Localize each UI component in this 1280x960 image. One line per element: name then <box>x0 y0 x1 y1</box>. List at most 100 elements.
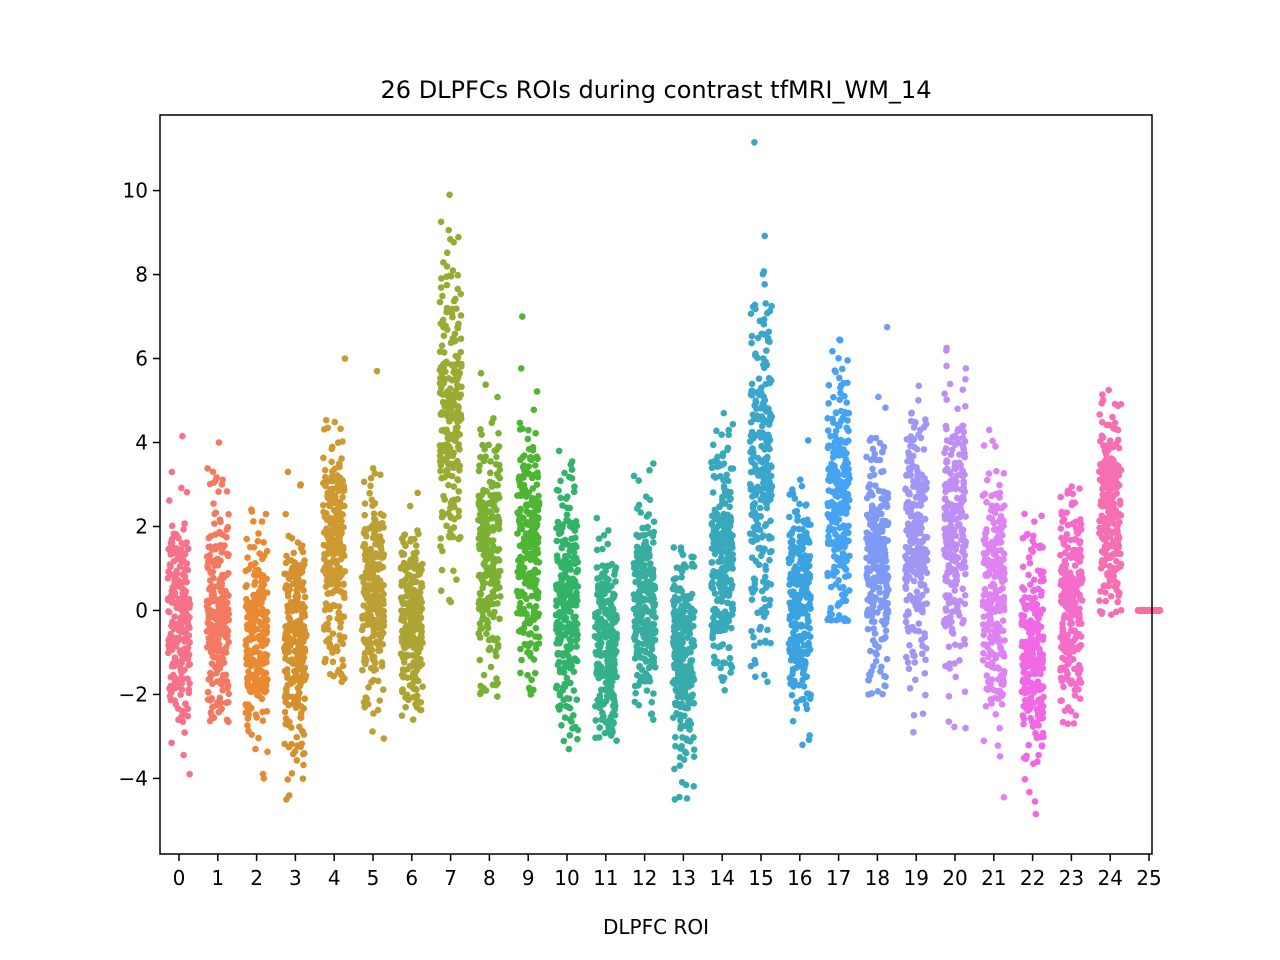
data-point <box>613 737 620 744</box>
data-point <box>726 654 734 662</box>
series-15 <box>746 138 776 686</box>
data-point <box>641 550 648 558</box>
data-point <box>553 602 560 610</box>
data-point <box>532 624 540 632</box>
data-point <box>251 581 258 588</box>
data-point <box>377 542 384 550</box>
data-point <box>181 729 188 736</box>
data-point <box>496 474 504 482</box>
data-point <box>180 571 188 579</box>
data-point <box>670 610 677 617</box>
data-point <box>256 550 263 557</box>
points-layer <box>164 138 1164 818</box>
data-point <box>840 539 847 547</box>
data-point <box>919 608 926 616</box>
data-point <box>300 677 308 684</box>
data-point <box>282 655 289 662</box>
data-point <box>879 690 886 698</box>
data-point <box>483 544 491 552</box>
data-point <box>801 519 809 527</box>
data-point <box>212 646 219 654</box>
data-point <box>329 658 337 666</box>
data-point <box>920 446 928 453</box>
data-point <box>454 409 462 416</box>
data-point <box>417 698 425 706</box>
data-point <box>223 550 231 558</box>
data-point <box>454 359 462 367</box>
data-point <box>559 521 567 528</box>
data-point <box>211 614 219 622</box>
series-11 <box>591 514 620 744</box>
data-point <box>882 673 889 681</box>
data-point <box>323 525 330 532</box>
data-point <box>683 795 691 802</box>
data-point <box>515 476 523 483</box>
data-point <box>565 624 573 631</box>
data-point <box>369 728 376 735</box>
data-point <box>203 643 211 651</box>
data-point <box>748 380 756 388</box>
data-point <box>530 609 538 617</box>
data-point <box>533 481 541 488</box>
data-point <box>185 686 193 693</box>
data-point <box>710 620 718 627</box>
data-point <box>690 746 698 753</box>
data-point <box>436 348 444 356</box>
data-point <box>328 566 335 573</box>
data-point <box>494 556 502 563</box>
data-point <box>337 624 344 631</box>
data-point <box>714 596 722 604</box>
data-point <box>670 714 677 721</box>
data-point <box>606 640 614 647</box>
data-point <box>568 474 576 482</box>
data-point <box>865 676 872 684</box>
data-point <box>520 463 528 471</box>
data-point <box>217 588 225 595</box>
data-point <box>301 648 309 655</box>
data-point <box>329 477 337 485</box>
data-point <box>407 535 415 543</box>
data-point <box>798 482 806 490</box>
data-point <box>493 652 500 660</box>
data-point <box>361 703 369 711</box>
data-point <box>496 615 503 623</box>
data-point <box>709 489 717 496</box>
data-point <box>869 554 876 561</box>
data-point <box>605 723 612 731</box>
data-point <box>402 624 409 631</box>
data-point <box>438 410 445 418</box>
data-point <box>360 478 368 486</box>
data-point <box>369 464 377 472</box>
data-point <box>921 670 929 677</box>
data-point <box>450 483 458 490</box>
data-point <box>288 770 296 777</box>
data-point <box>567 679 574 687</box>
series-3 <box>281 468 310 803</box>
data-point <box>676 663 684 671</box>
data-point <box>437 447 444 455</box>
data-point <box>409 670 417 678</box>
data-point <box>645 642 652 649</box>
data-point <box>244 648 251 656</box>
data-point <box>607 597 614 605</box>
data-point <box>798 546 805 553</box>
data-point <box>786 674 794 682</box>
data-point <box>321 658 329 666</box>
data-point <box>445 398 452 405</box>
data-point <box>518 656 525 664</box>
data-point <box>824 572 832 580</box>
series-1 <box>203 439 233 726</box>
data-point <box>914 501 922 509</box>
data-point <box>216 698 224 706</box>
data-point <box>572 618 579 626</box>
data-point <box>417 614 425 622</box>
data-point <box>367 612 375 620</box>
data-point <box>208 712 216 719</box>
data-point <box>168 689 175 696</box>
data-point <box>260 775 268 782</box>
data-point <box>249 610 256 617</box>
data-point <box>597 615 605 622</box>
data-point <box>728 585 735 592</box>
data-point <box>673 564 681 571</box>
data-point <box>299 613 306 621</box>
